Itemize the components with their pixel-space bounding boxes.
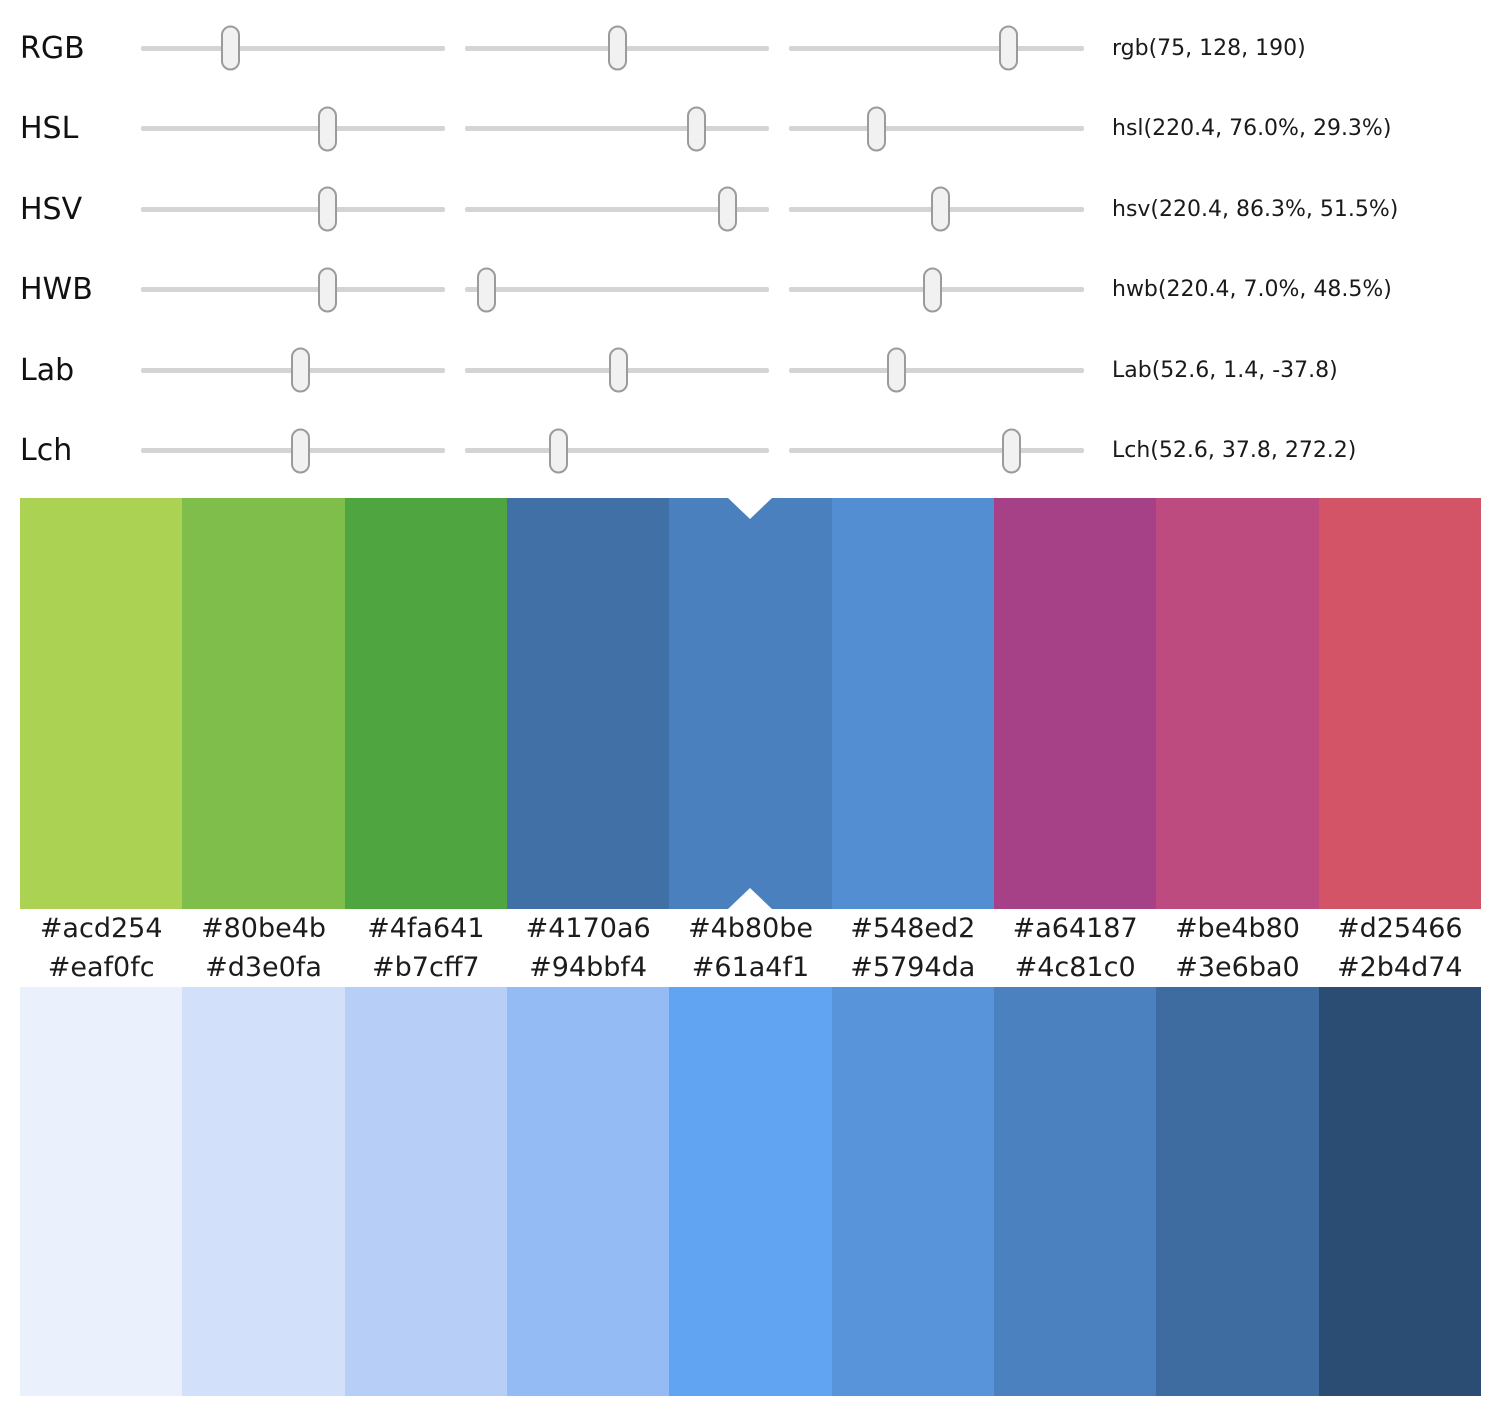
hex-label-5794da: #5794da	[850, 952, 976, 983]
hex-label-4c81c0: #4c81c0	[1014, 952, 1136, 983]
palette-swatch-4b80be[interactable]	[669, 498, 832, 909]
colorspace-label-hsl: HSL	[20, 111, 79, 147]
palette-swatch-4170a6[interactable]	[506, 498, 670, 909]
slider-row-hsv: HSV hsv(220.4, 86.3%, 51.5%)	[0, 169, 1501, 250]
slider-track-lch-2[interactable]	[465, 428, 769, 474]
slider-thumb-rgb-3[interactable]	[999, 25, 1019, 71]
slider-track-hwb-3[interactable]	[789, 267, 1084, 313]
color-value-lch: Lch(52.6, 37.8, 272.2)	[1112, 438, 1357, 464]
palette-swatch-a64187[interactable]	[993, 498, 1157, 909]
hex-label-4170a6: #4170a6	[525, 913, 651, 944]
selected-swatch-notch-bottom-icon	[728, 888, 773, 909]
slider-thumb-rgb-2[interactable]	[608, 25, 628, 71]
hex-label-acd254: #acd254	[39, 913, 163, 944]
slider-track-hsl-2[interactable]	[465, 106, 769, 152]
slider-track-hsl-1[interactable]	[141, 106, 445, 152]
colorspace-label-rgb: RGB	[20, 30, 85, 66]
slider-row-lab: Lab Lab(52.6, 1.4, -37.8)	[0, 330, 1501, 411]
hex-label-94bbf4: #94bbf4	[529, 952, 648, 983]
slider-thumb-hsv-1[interactable]	[317, 186, 337, 232]
slider-thumb-lab-3[interactable]	[887, 347, 907, 393]
palette-swatch-94bbf4[interactable]	[506, 987, 670, 1396]
hex-label-2b4d74: #2b4d74	[1336, 952, 1463, 983]
slider-thumb-lch-3[interactable]	[1002, 428, 1022, 474]
slider-panel: RGB rgb(75, 128, 190) HSL hsl(220.4, 76.0%,…	[0, 0, 1501, 491]
color-value-hsl: hsl(220.4, 76.0%, 29.3%)	[1112, 116, 1392, 142]
slider-thumb-hsv-2[interactable]	[717, 186, 737, 232]
hex-label-80be4b: #80be4b	[200, 913, 327, 944]
hex-label-d3e0fa: #d3e0fa	[205, 952, 322, 983]
colorspace-label-lab: Lab	[20, 352, 75, 388]
hex-label-b7cff7: #b7cff7	[372, 952, 480, 983]
palette-swatch-4c81c0[interactable]	[993, 987, 1157, 1396]
palette-swatch-b7cff7[interactable]	[344, 987, 507, 1396]
hex-label-548ed2: #548ed2	[850, 913, 976, 944]
slider-thumb-hwb-3[interactable]	[922, 267, 942, 313]
slider-track-lab-3[interactable]	[789, 347, 1084, 393]
hex-label-d25466: #d25466	[1336, 913, 1463, 944]
slider-thumb-hwb-1[interactable]	[317, 267, 337, 313]
hex-label-4fa641: #4fa641	[367, 913, 485, 944]
slider-track-hsv-3[interactable]	[789, 186, 1084, 232]
hex-labels-bottom: #eaf0fc #d3e0fa #b7cff7 #94bbf4 #61a4f1 #5794…	[20, 948, 1481, 987]
slider-thumb-lab-2[interactable]	[609, 347, 629, 393]
slider-thumb-hwb-2[interactable]	[476, 267, 496, 313]
palette-swatch-61a4f1[interactable]	[669, 987, 832, 1396]
slider-track-hwb-1[interactable]	[141, 267, 445, 313]
palette-swatch-acd254[interactable]	[20, 498, 183, 909]
colorspace-label-hwb: HWB	[20, 272, 93, 308]
palette-swatch-eaf0fc[interactable]	[20, 987, 183, 1396]
palette-swatch-2b4d74[interactable]	[1318, 987, 1481, 1396]
palette-swatch-548ed2[interactable]	[831, 498, 994, 909]
palette-swatch-5794da[interactable]	[831, 987, 994, 1396]
slider-track-rgb-3[interactable]	[789, 25, 1084, 71]
slider-row-lch: Lch Lch(52.6, 37.8, 272.2)	[0, 411, 1501, 492]
slider-thumb-hsl-2[interactable]	[686, 106, 706, 152]
slider-track-hwb-2[interactable]	[465, 267, 769, 313]
palette-top	[20, 498, 1481, 909]
hex-label-a64187: #a64187	[1012, 913, 1138, 944]
hex-label-3e6ba0: #3e6ba0	[1175, 952, 1300, 983]
hex-label-eaf0fc: #eaf0fc	[47, 952, 155, 983]
slider-thumb-hsv-3[interactable]	[931, 186, 951, 232]
hex-label-be4b80: #be4b80	[1174, 913, 1300, 944]
slider-track-rgb-1[interactable]	[141, 25, 445, 71]
slider-thumb-hsl-1[interactable]	[317, 106, 337, 152]
slider-track-rgb-2[interactable]	[465, 25, 769, 71]
palette-swatch-d25466[interactable]	[1318, 498, 1481, 909]
color-value-hwb: hwb(220.4, 7.0%, 48.5%)	[1112, 277, 1392, 303]
hex-label-61a4f1: #61a4f1	[691, 952, 810, 983]
hex-labels-top: #acd254 #80be4b #4fa641 #4170a6 #4b80be #548e…	[20, 909, 1481, 948]
slider-track-lab-2[interactable]	[465, 347, 769, 393]
slider-track-lch-3[interactable]	[789, 428, 1084, 474]
palette-swatch-be4b80[interactable]	[1156, 498, 1319, 909]
palette-swatch-d3e0fa[interactable]	[182, 987, 345, 1396]
colorspace-label-hsv: HSV	[20, 191, 83, 227]
palette-swatch-80be4b[interactable]	[182, 498, 345, 909]
color-value-hsv: hsv(220.4, 86.3%, 51.5%)	[1112, 196, 1399, 222]
slider-track-hsv-1[interactable]	[141, 186, 445, 232]
slider-thumb-hsl-3[interactable]	[866, 106, 886, 152]
slider-track-hsl-3[interactable]	[789, 106, 1084, 152]
selected-swatch-notch-top-icon	[728, 498, 773, 519]
slider-track-lab-1[interactable]	[141, 347, 445, 393]
palette-swatch-4fa641[interactable]	[344, 498, 507, 909]
slider-thumb-lab-1[interactable]	[291, 347, 311, 393]
colorspace-label-lch: Lch	[20, 433, 73, 469]
slider-track-hsv-2[interactable]	[465, 186, 769, 232]
slider-row-hwb: HWB hwb(220.4, 7.0%, 48.5%)	[0, 250, 1501, 331]
palette-swatch-3e6ba0[interactable]	[1156, 987, 1319, 1396]
slider-thumb-rgb-1[interactable]	[220, 25, 240, 71]
slider-thumb-lch-1[interactable]	[291, 428, 311, 474]
slider-thumb-lch-2[interactable]	[548, 428, 568, 474]
hex-label-4b80be: #4b80be	[687, 913, 813, 944]
slider-track-lch-1[interactable]	[141, 428, 445, 474]
slider-row-rgb: RGB rgb(75, 128, 190)	[0, 8, 1501, 89]
color-value-lab: Lab(52.6, 1.4, -37.8)	[1112, 357, 1338, 383]
palette-bottom	[20, 987, 1481, 1396]
color-value-rgb: rgb(75, 128, 190)	[1112, 35, 1306, 61]
slider-row-hsl: HSL hsl(220.4, 76.0%, 29.3%)	[0, 89, 1501, 170]
